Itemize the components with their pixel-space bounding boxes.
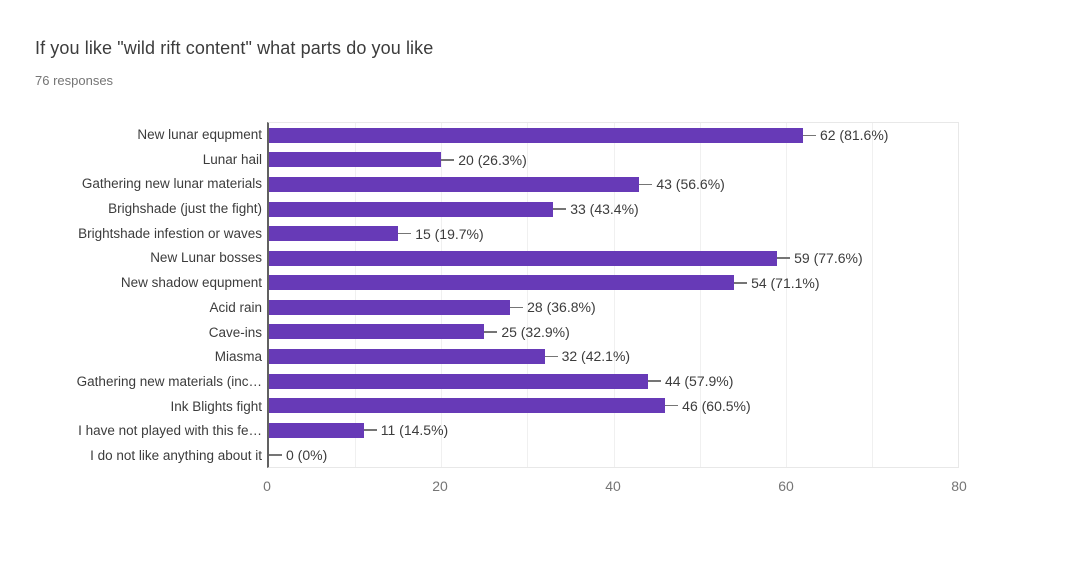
category-label: Gathering new lunar materials: [81, 176, 262, 192]
value-label: 25 (32.9%): [501, 323, 570, 340]
category-label: Acid rain: [209, 299, 262, 315]
x-axis-tick-label: 60: [778, 478, 794, 494]
bar: [269, 250, 778, 266]
category-label: New lunar equpment: [137, 126, 262, 142]
bar-row: 0 (0%): [269, 443, 958, 468]
category-label: Miasma: [214, 349, 262, 365]
bar-row: 44 (57.9%): [269, 369, 958, 394]
bar: [269, 226, 399, 242]
bar-row: 15 (19.7%): [269, 221, 958, 246]
value-label: 43 (56.6%): [656, 176, 725, 193]
value-leader-line: [639, 183, 653, 186]
value-label: 62 (81.6%): [819, 127, 889, 144]
category-label: Brightshade infestion or waves: [78, 225, 262, 241]
bar-row: 59 (77.6%): [269, 246, 958, 271]
gridline: [527, 123, 529, 467]
x-axis-tick-label: 0: [263, 478, 271, 494]
bar: [269, 373, 648, 389]
category-label: Cave-ins: [208, 324, 262, 340]
value-label: 46 (60.5%): [682, 397, 751, 414]
bar: [269, 275, 735, 291]
category-label: Ink Blights fight: [170, 398, 262, 414]
gridline: [785, 123, 787, 467]
bar: [269, 127, 803, 143]
bar-row: 43 (56.6%): [269, 172, 958, 197]
x-axis-tick-label: 40: [605, 478, 621, 494]
category-label: New shadow equpment: [120, 275, 262, 291]
bar-series: 62 (81.6%) 20 (26.3%) 43 (56.6%) 33 (43.4%)…: [269, 123, 958, 467]
bar-row: 32 (42.1%): [269, 344, 958, 369]
value-label: 44 (57.9%): [664, 373, 734, 390]
x-axis-tick-label: 80: [951, 478, 967, 494]
value-label: 54 (71.1%): [751, 274, 820, 291]
value-leader-line: [484, 331, 498, 333]
bar: [269, 422, 364, 438]
value-label: 28 (36.8%): [527, 299, 596, 316]
gridline: [441, 123, 443, 467]
value-label: 33 (43.4%): [570, 201, 639, 218]
bar-row: 33 (43.4%): [269, 197, 958, 222]
value-leader-line: [734, 282, 748, 284]
bar-row: 28 (36.8%): [269, 295, 958, 320]
bar: [269, 324, 485, 340]
bar: [269, 299, 511, 315]
gridline: [699, 123, 701, 467]
bar-row: 11 (14.5%): [269, 418, 958, 443]
value-leader-line: [363, 429, 377, 431]
category-label: I have not played with this fe…: [78, 423, 262, 439]
gridline: [355, 123, 357, 467]
value-leader-line: [665, 404, 679, 407]
value-leader-line: [802, 134, 816, 137]
chart-title: If you like "wild rift content" what par…: [35, 38, 434, 58]
gridline: [613, 123, 615, 467]
bar: [269, 348, 545, 364]
category-axis: New lunar equpment Lunar hail Gathering ne…: [0, 122, 262, 468]
value-leader-line: [441, 159, 455, 161]
category-label: New Lunar bosses: [150, 250, 262, 266]
gridline: [871, 123, 873, 467]
response-count: 76 responses: [35, 73, 114, 88]
bar: [269, 152, 442, 168]
value-leader-line: [553, 208, 567, 210]
plot-area: 62 (81.6%) 20 (26.3%) 43 (56.6%) 33 (43.4%)…: [267, 122, 959, 468]
value-label: 0 (0%): [286, 446, 328, 463]
value-leader-line: [777, 257, 791, 259]
value-label: 32 (42.1%): [561, 348, 631, 365]
bar-row: 25 (32.9%): [269, 320, 958, 345]
category-label: Brighshade (just the fight): [108, 201, 262, 217]
category-label: I do not like anything about it: [90, 448, 262, 464]
bar-row: 46 (60.5%): [269, 393, 958, 418]
bar-row: 54 (71.1%): [269, 270, 958, 295]
value-leader-line: [398, 232, 412, 235]
x-axis-tick-label: 20: [432, 478, 448, 494]
value-label: 11 (14.5%): [380, 422, 449, 439]
category-label: Gathering new materials (inc…: [76, 374, 262, 390]
bar: [269, 176, 640, 192]
bar: [269, 201, 554, 217]
category-label: Lunar hail: [202, 151, 262, 167]
value-leader-line: [510, 306, 524, 309]
value-leader-line: [269, 454, 282, 456]
value-label: 20 (26.3%): [458, 151, 527, 168]
value-label: 15 (19.7%): [415, 225, 484, 242]
value-leader-line: [544, 355, 558, 358]
value-leader-line: [647, 380, 661, 382]
bar-row: 62 (81.6%): [269, 123, 958, 148]
value-label: 59 (77.6%): [794, 250, 863, 267]
bar-row: 20 (26.3%): [269, 148, 958, 173]
bar: [269, 398, 666, 414]
